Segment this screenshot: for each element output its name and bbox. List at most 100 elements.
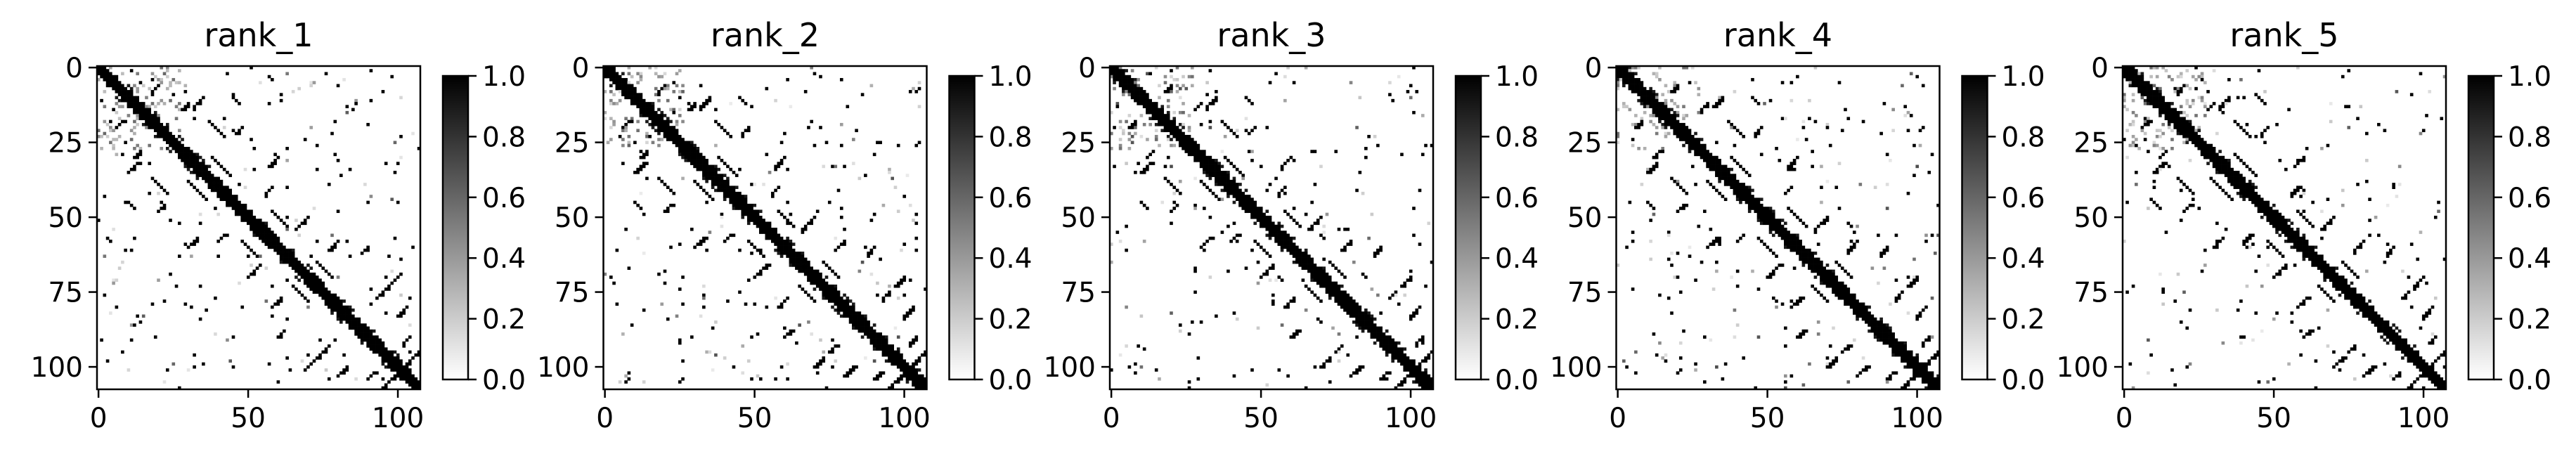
heatmap-cell [675,143,679,148]
heatmap-cell [202,162,205,165]
heatmap-cell [1787,233,1790,238]
heatmap-cell [1203,162,1206,165]
heatmap-cell [1711,240,1716,243]
heatmap-cell [908,309,912,312]
heatmap-cell [855,323,858,327]
heatmap-cell [259,224,262,228]
heatmap-cell [690,152,694,157]
heatmap-cell [834,164,838,169]
heatmap-cell [1125,119,1128,124]
heatmap-cell [1787,240,1790,243]
heatmap-cell [1903,114,1907,117]
heatmap-cell [750,183,753,186]
heatmap-cell [1113,74,1116,79]
heatmap-cell [1685,138,1689,141]
heatmap-cell [612,78,616,82]
heatmap-cell [255,233,259,238]
heatmap-cell [1220,179,1224,183]
heatmap-cell [786,252,789,255]
heatmap-cell [327,272,331,276]
heatmap-cell [1735,179,1740,183]
heatmap-cell [666,134,670,138]
heatmap-cell [357,323,361,327]
heatmap-cell [1125,84,1128,88]
heatmap-cell [1412,233,1416,238]
heatmap-cell [162,299,167,303]
heatmap-cell [1361,326,1365,330]
heatmap-cell [1820,164,1823,169]
heatmap-cell [734,200,739,204]
heatmap-cell [1670,98,1674,103]
heatmap-cell [2135,84,2138,88]
heatmap-cell [1721,195,1725,198]
heatmap-cell [891,356,894,360]
heatmap-cell [318,356,322,360]
heatmap-cell [822,260,826,264]
heatmap-cell [1718,242,1721,246]
heatmap-cell [896,356,900,360]
heatmap-cell [1217,171,1221,174]
y-tick-label: 100 [1044,352,1096,384]
heatmap-cell [103,131,107,136]
heatmap-cell [1223,183,1227,186]
heatmap-cell [1694,183,1697,186]
heatmap-cell [109,129,112,133]
heatmap-cell [1837,81,1842,84]
heatmap-cell [1250,129,1254,133]
heatmap-cell [267,240,271,243]
heatmap-cell [779,141,784,145]
heatmap-cell [720,174,724,177]
heatmap-cell [831,338,834,342]
heatmap-cell [1409,275,1413,279]
heatmap-cell [1930,371,1934,375]
heatmap-cell [1747,207,1752,210]
heatmap-cell [1792,212,1797,216]
heatmap-cell [1655,162,1659,165]
heatmap-cell [1316,275,1320,279]
heatmap-cell [171,362,176,366]
heatmap-cell [777,242,781,246]
heatmap-cell [1666,233,1671,238]
heatmap-cell [399,96,403,100]
heatmap-cell [100,66,103,70]
heatmap-cell [1307,260,1311,264]
heatmap-cell [153,74,157,79]
heatmap-cell [1166,86,1170,91]
heatmap-cell [609,69,613,72]
heatmap-cell [777,252,781,255]
heatmap-cell [327,377,331,381]
heatmap-cell [1903,386,1907,390]
heatmap-cell [819,275,822,279]
heatmap-cell [2149,84,2153,88]
heatmap-cell [876,293,879,297]
heatmap-cell [827,287,831,291]
heatmap-cell [1796,299,1799,303]
heatmap-cell [1849,293,1853,297]
heatmap-cell [205,174,208,177]
heatmap-cell [1763,102,1766,105]
heatmap-cell [1265,269,1269,273]
heatmap-cell [1619,74,1623,79]
heatmap-cell [834,248,838,252]
heatmap-cell [1193,155,1197,160]
colorbar-frame [1961,74,1988,381]
y-tick-label: 100 [537,352,589,384]
heatmap-cell [729,102,732,105]
heatmap-cell [663,209,667,214]
heatmap-cell [115,110,119,115]
heatmap-cell [252,269,257,273]
heatmap-cell [228,191,233,195]
heatmap-cell [1652,96,1656,100]
heatmap-cell [693,164,697,169]
heatmap-cell [2149,74,2153,79]
heatmap-cell [1873,317,1877,321]
heatmap-cell [345,314,349,318]
heatmap-cell [2239,78,2243,82]
heatmap-cell [1930,377,1934,381]
heatmap-cell [1703,105,1707,108]
heatmap-cell [165,131,169,136]
heatmap-cell [1292,335,1296,339]
heatmap-cell [267,102,271,105]
heatmap-cell [1813,266,1818,270]
heatmap-cell [181,155,184,160]
